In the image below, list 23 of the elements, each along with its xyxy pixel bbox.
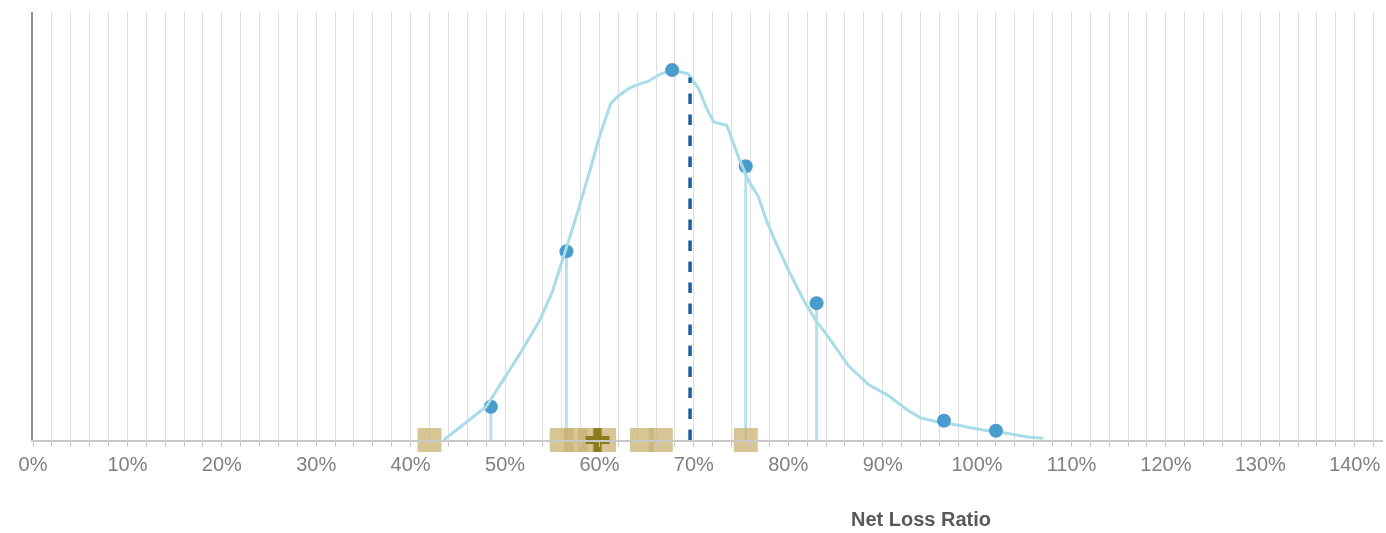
point: [648, 428, 673, 452]
x-tick-label: 40%: [390, 453, 431, 475]
x-tick-label: 120%: [1140, 453, 1192, 475]
x-tick-label: 10%: [107, 453, 148, 475]
x-tick-label: 140%: [1329, 453, 1381, 475]
point: [417, 428, 442, 452]
x-tick-label: 60%: [579, 453, 620, 475]
x-tick-label: 50%: [485, 453, 526, 475]
x-tick-label: 110%: [1046, 453, 1097, 475]
x-tick-label: 0%: [18, 453, 48, 475]
point: [665, 63, 680, 78]
x-tick-label: 30%: [296, 453, 337, 475]
x-tick-label: 20%: [201, 453, 243, 475]
point: [809, 296, 824, 311]
point: [988, 423, 1003, 438]
x-tick-label: 130%: [1234, 453, 1287, 475]
point: [733, 428, 758, 452]
x-tick-label: 70%: [673, 453, 715, 475]
x-tick-label: 90%: [862, 453, 903, 475]
x-axis-title: Net Loss Ratio: [851, 508, 992, 530]
x-tick-label: 100%: [951, 453, 1003, 475]
x-tick-label: 80%: [768, 453, 809, 475]
point: [937, 413, 952, 428]
